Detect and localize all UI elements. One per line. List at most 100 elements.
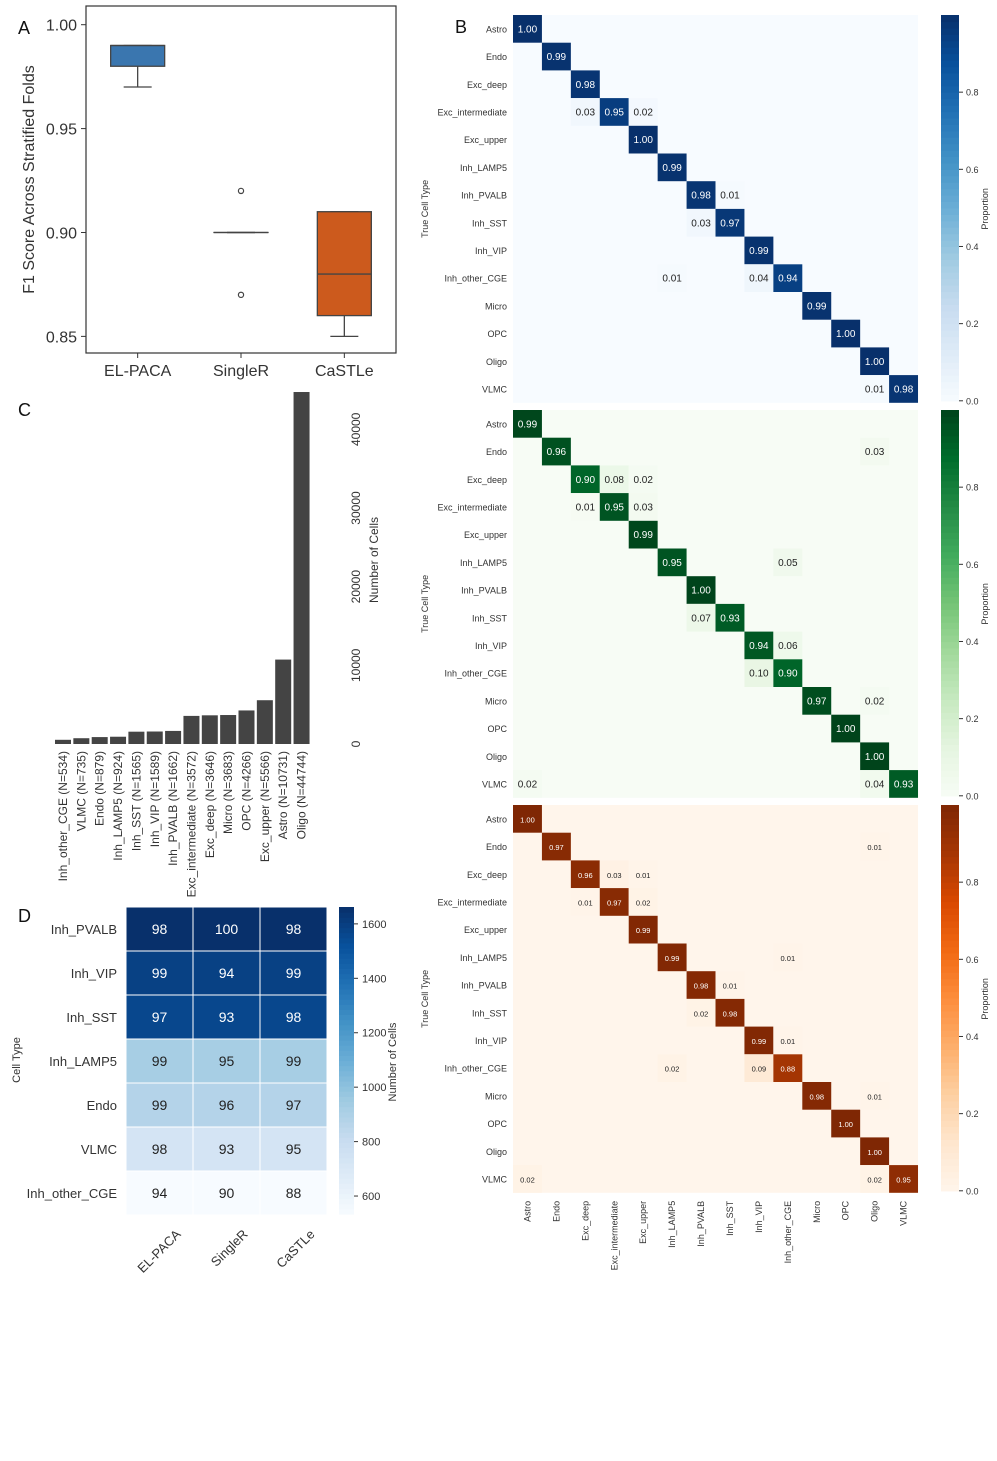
cell-value: 96 — [219, 1097, 235, 1113]
colorbar-strip — [941, 448, 959, 456]
panel-d-heatmap: 98 100 98 Inh_PVALB 99 94 99 Inh_VIP 97 93 98 Inh_S… — [11, 906, 399, 1276]
colorbar-strip — [941, 538, 959, 546]
outlier-point — [237, 187, 245, 195]
colorbar-strip — [941, 220, 959, 228]
bar — [256, 700, 273, 744]
cell-value: 0.01 — [865, 384, 885, 395]
colorbar-strip — [941, 227, 959, 235]
colorbar-strip — [941, 1113, 959, 1121]
colorbar-strip — [941, 506, 959, 514]
cell-value: 0.07 — [691, 613, 711, 624]
colorbar-strip — [941, 375, 959, 383]
cell-value: 0.02 — [633, 475, 653, 486]
colorbar-strip — [941, 47, 959, 55]
cell-value: 0.90 — [576, 475, 596, 486]
cell-value: 0.01 — [867, 843, 882, 852]
cell-value: 0.99 — [807, 301, 827, 312]
colorbar-strip — [941, 368, 959, 376]
colorbar-strip — [941, 789, 959, 797]
y-tick-label: 1.00 — [46, 18, 77, 35]
cell-value: 99 — [152, 1097, 168, 1113]
x-tick-label: Exc_intermediate — [609, 1201, 619, 1271]
matrix-cell — [657, 1054, 687, 1082]
colorbar-strip — [941, 888, 959, 896]
colorbar-tick-label: 0.8 — [966, 483, 979, 493]
bar — [238, 710, 255, 744]
colorbar-strip — [339, 1045, 354, 1051]
cell-value: 88 — [286, 1185, 302, 1201]
matrix-cell — [744, 1054, 774, 1082]
row-label: Micro — [485, 696, 507, 706]
cell-value: 0.95 — [662, 558, 682, 569]
panel-label-b: B — [455, 17, 467, 37]
colorbar-strip — [941, 98, 959, 106]
colorbar-strip — [941, 1010, 959, 1018]
colorbar-strip — [941, 965, 959, 973]
colorbar-strip — [941, 105, 959, 113]
colorbar-strip — [941, 686, 959, 694]
row-label: VLMC — [482, 1174, 508, 1184]
x-tick-label: CaSTLe — [315, 363, 374, 380]
colorbar-label: Proportion — [980, 188, 990, 230]
matrix-cell — [570, 465, 600, 494]
cell-value: 0.99 — [665, 954, 680, 963]
colorbar-strip — [941, 355, 959, 363]
matrix-cell — [744, 264, 774, 292]
colorbar-tick-label: 0.4 — [966, 1032, 979, 1042]
x-tick-label: Astro — [522, 1201, 532, 1222]
colorbar-strip — [941, 875, 959, 883]
row-label: OPC — [487, 724, 507, 734]
row-label: VLMC — [81, 1142, 117, 1157]
panel-label-a: A — [18, 18, 30, 38]
cell-value: 0.94 — [749, 641, 769, 652]
colorbar-strip — [941, 85, 959, 93]
colorbar-strip — [941, 387, 959, 395]
colorbar-strip — [339, 1024, 354, 1031]
colorbar-strip — [941, 744, 959, 752]
row-label: Inh_SST — [472, 1008, 508, 1018]
colorbar-strip — [339, 1101, 354, 1108]
colorbar-strip — [339, 1014, 354, 1021]
colorbar-strip — [941, 545, 959, 553]
cell-value: 98 — [286, 1009, 302, 1025]
colorbar-strip — [941, 362, 959, 370]
colorbar-strip — [941, 933, 959, 941]
row-label: Inh_VIP — [475, 246, 507, 256]
colorbar-tick-label: 0.0 — [966, 791, 979, 801]
heatmap-cell — [192, 1126, 261, 1172]
colorbar-strip — [941, 525, 959, 533]
panel-label-c: C — [18, 400, 31, 420]
cell-value: 0.98 — [691, 191, 711, 202]
colorbar-strip — [941, 596, 959, 604]
colorbar-strip — [941, 330, 959, 338]
row-label: VLMC — [482, 384, 508, 394]
colorbar-strip — [941, 718, 959, 726]
colorbar-tick-label: 0.4 — [966, 637, 979, 647]
cell-value: 0.02 — [867, 1175, 882, 1184]
colorbar-strip — [339, 1080, 354, 1087]
heatmap-cell — [259, 1126, 328, 1172]
colorbar-strip — [941, 169, 959, 177]
x-tick-label: Exc_upper — [638, 1201, 648, 1244]
heatmap-cell — [259, 1038, 328, 1084]
colorbar-strip — [339, 917, 354, 923]
bar — [183, 715, 200, 744]
row-label: Exc_upper — [464, 925, 507, 935]
colorbar-strip — [941, 1087, 959, 1095]
cell-value: 1.00 — [836, 329, 856, 340]
colorbar-strip — [941, 150, 959, 158]
colorbar-strip — [941, 1049, 959, 1057]
colorbar-tick-label: 0.6 — [966, 560, 979, 570]
cell-value: 95 — [219, 1053, 235, 1069]
colorbar-strip — [339, 1183, 354, 1190]
cell-value: 0.01 — [636, 871, 651, 880]
cell-value: 0.98 — [576, 80, 596, 91]
row-label: Inh_PVALB — [461, 586, 507, 596]
cell-value: 1.00 — [867, 1148, 882, 1157]
cell-value: 0.98 — [694, 982, 709, 991]
cell-value: 0.99 — [749, 246, 769, 257]
row-label: Exc_deep — [467, 475, 507, 485]
row-label: Inh_other_CGE — [444, 669, 507, 679]
colorbar-strip — [941, 811, 959, 819]
row-label: Endo — [486, 447, 507, 457]
